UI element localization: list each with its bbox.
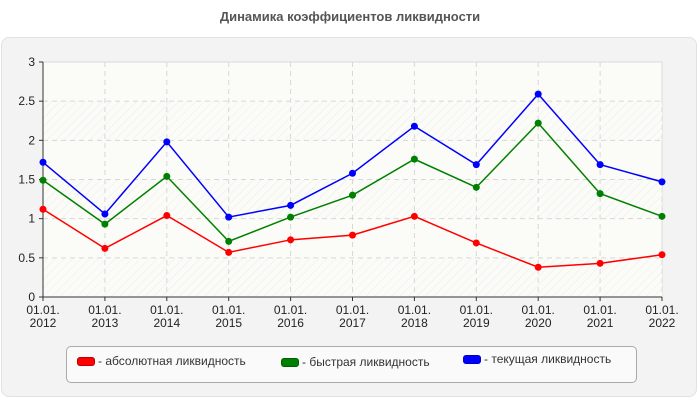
data-point[interactable]	[534, 119, 542, 127]
data-point[interactable]	[39, 176, 47, 184]
x-tick-label: 2022	[649, 316, 676, 330]
data-point[interactable]	[410, 155, 418, 163]
x-tick-label: 01.01.	[645, 303, 678, 317]
axes: 00.511.522.5301.01.201201.01.201301.01.2…	[18, 55, 678, 330]
data-point[interactable]	[410, 122, 418, 130]
x-tick-label: 01.01.	[88, 303, 121, 317]
data-point[interactable]	[658, 178, 666, 186]
grid-lines	[43, 61, 663, 297]
data-point[interactable]	[225, 248, 233, 256]
data-point[interactable]	[410, 212, 418, 220]
x-tick-label: 01.01.	[26, 303, 59, 317]
x-tick-label: 2016	[277, 316, 304, 330]
data-point[interactable]	[101, 210, 109, 218]
data-point[interactable]	[472, 161, 480, 169]
legend: - абсолютная ликвидность - быстрая ликви…	[66, 346, 637, 383]
data-point[interactable]	[163, 172, 171, 180]
data-point[interactable]	[472, 183, 480, 191]
data-point[interactable]	[225, 213, 233, 221]
data-point[interactable]	[39, 205, 47, 213]
data-point[interactable]	[349, 231, 356, 239]
data-point[interactable]	[596, 161, 604, 169]
x-tick-label: 2014	[153, 316, 180, 330]
legend-label: - текущая ликвидность	[484, 352, 612, 366]
legend-item-absolute: - абсолютная ликвидность	[77, 354, 246, 368]
y-tick-label: 2.5	[18, 94, 35, 108]
x-tick-label: 01.01.	[398, 303, 431, 317]
series-line	[39, 90, 666, 221]
series-line	[39, 119, 666, 245]
x-tick-label: 2020	[525, 316, 552, 330]
legend-swatch-red	[77, 356, 95, 366]
y-tick-label: 0.5	[18, 251, 35, 265]
x-tick-label: 01.01.	[212, 303, 245, 317]
x-tick-label: 01.01.	[522, 303, 555, 317]
x-tick-label: 2021	[587, 316, 614, 330]
data-point[interactable]	[534, 263, 542, 271]
legend-swatch-blue	[463, 354, 481, 364]
data-point[interactable]	[349, 169, 356, 177]
data-point[interactable]	[596, 259, 604, 267]
x-tick-label: 2012	[30, 316, 57, 330]
x-tick-label: 2015	[215, 316, 242, 330]
y-tick-label: 2	[28, 133, 35, 147]
x-tick-label: 2018	[401, 316, 428, 330]
data-point[interactable]	[287, 213, 295, 221]
data-point[interactable]	[658, 251, 666, 259]
x-tick-label: 01.01.	[583, 303, 616, 317]
data-point[interactable]	[658, 212, 666, 220]
data-point[interactable]	[287, 236, 295, 244]
data-series	[39, 90, 666, 271]
data-point[interactable]	[472, 239, 480, 247]
y-tick-label: 0	[28, 290, 35, 304]
data-point[interactable]	[225, 237, 233, 245]
x-tick-label: 2017	[339, 316, 366, 330]
legend-item-current: - текущая ликвидность	[463, 352, 611, 366]
chart-title: Динамика коэффициентов ликвидности	[219, 9, 481, 24]
x-tick-label: 01.01.	[274, 303, 307, 317]
y-tick-label: 1	[28, 212, 35, 226]
x-tick-label: 01.01.	[460, 303, 493, 317]
data-point[interactable]	[596, 190, 604, 198]
y-tick-label: 3	[28, 55, 35, 69]
data-point[interactable]	[287, 201, 295, 209]
data-point[interactable]	[39, 158, 47, 166]
series-line	[39, 205, 666, 271]
data-point[interactable]	[101, 244, 109, 252]
x-tick-label: 2013	[92, 316, 119, 330]
data-point[interactable]	[163, 212, 171, 220]
legend-swatch-green	[281, 357, 299, 367]
data-point[interactable]	[349, 191, 356, 199]
legend-label: - абсолютная ликвидность	[98, 354, 246, 368]
y-tick-label: 1.5	[18, 173, 35, 187]
data-point[interactable]	[534, 90, 542, 98]
x-tick-label: 01.01.	[150, 303, 183, 317]
x-tick-label: 2019	[463, 316, 490, 330]
x-tick-label: 01.01.	[336, 303, 369, 317]
data-point[interactable]	[163, 138, 171, 146]
data-point[interactable]	[101, 220, 109, 228]
legend-item-quick: - быстрая ликвидность	[281, 355, 430, 369]
legend-label: - быстрая ликвидность	[302, 355, 430, 369]
